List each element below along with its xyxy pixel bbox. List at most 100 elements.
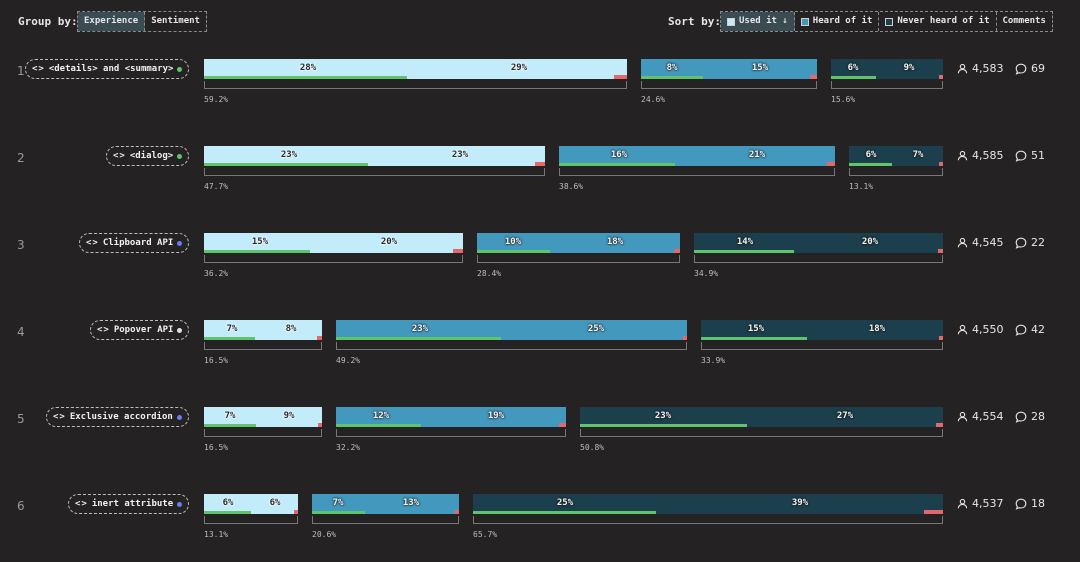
bar-never[interactable]: 25% 39% [473, 494, 943, 514]
feature-pill[interactable]: <> Clipboard API [79, 233, 190, 253]
feature-pill[interactable]: <> Popover API [90, 320, 190, 340]
segment-label: 29% [510, 63, 528, 73]
bar-never[interactable]: 6% 7% [849, 146, 943, 166]
bar-used[interactable]: 7% 8% [204, 320, 322, 340]
segment-label: 25% [587, 324, 605, 334]
status-dot-icon [177, 240, 183, 246]
positive-sentiment-bar [204, 163, 368, 166]
negative-sentiment-bar [318, 423, 322, 427]
comments-count[interactable]: 28 [1015, 410, 1045, 423]
sort-comments-button[interactable]: Comments [997, 12, 1052, 31]
sort-heard-label: Heard of it [812, 16, 873, 26]
bar-used[interactable]: 7% 9% [204, 407, 322, 427]
feature-row: 4 <> Popover API 7% 8% 16.5% 23% 25% 49.2% 15% 18%… [0, 320, 1080, 380]
segment-label: 19% [487, 411, 505, 421]
comments-value: 51 [1031, 149, 1045, 162]
feature-row: 5 <> Exclusive accordion 7% 9% 16.5% 12% 19% 32.… [0, 407, 1080, 467]
total-bracket [204, 429, 322, 437]
positive-sentiment-bar [580, 424, 747, 427]
feature-row: 2 <> <dialog> 23% 23% 47.7% 16% 21% 38.6% 6% 7% 13.… [0, 146, 1080, 206]
respondents-value: 4,550 [972, 323, 1004, 336]
positive-sentiment-bar [473, 511, 656, 514]
total-label: 49.2% [336, 356, 361, 365]
segment-label: 13% [402, 498, 420, 508]
bar-never[interactable]: 14% 20% [694, 233, 943, 253]
bar-never[interactable]: 15% 18% [701, 320, 943, 340]
comments-count[interactable]: 22 [1015, 236, 1045, 249]
segment-label: 23% [451, 150, 469, 160]
respondents-count: 4,583 [957, 62, 1004, 75]
feature-name: Exclusive accordion [69, 412, 173, 422]
positive-sentiment-bar [312, 511, 365, 514]
negative-sentiment-bar [559, 423, 566, 427]
segment-label: 20% [861, 237, 879, 247]
negative-sentiment-bar [453, 249, 463, 253]
bar-used[interactable]: 6% 6% [204, 494, 298, 514]
bar-never[interactable]: 23% 27% [580, 407, 943, 427]
bar-used[interactable]: 23% 23% [204, 146, 545, 166]
segment-label: 10% [504, 237, 522, 247]
group-experience-button[interactable]: Experience [78, 12, 146, 31]
negative-sentiment-bar [939, 336, 943, 340]
status-dot-icon [176, 414, 182, 420]
bar-used[interactable]: 28% 29% [204, 59, 627, 79]
total-bracket [849, 168, 943, 176]
code-icon: <> [32, 64, 45, 74]
segment-label: 6% [865, 150, 877, 160]
segment-label: 14% [736, 237, 754, 247]
bar-used[interactable]: 15% 20% [204, 233, 463, 253]
comments-count[interactable]: 51 [1015, 149, 1045, 162]
bar-heard[interactable]: 10% 18% [477, 233, 680, 253]
bar-heard[interactable]: 16% 21% [559, 146, 835, 166]
respondents-value: 4,537 [972, 497, 1004, 510]
total-label: 16.5% [204, 356, 229, 365]
user-icon [957, 63, 968, 74]
feature-pill[interactable]: <> inert attribute [68, 494, 190, 514]
never-swatch-icon [885, 17, 894, 26]
bar-never[interactable]: 6% 9% [831, 59, 943, 79]
feature-pill[interactable]: <> <details> and <summary> [25, 59, 190, 79]
feature-pill[interactable]: <> <dialog> [106, 146, 190, 166]
comments-value: 69 [1031, 62, 1045, 75]
sort-by-toggle[interactable]: Used it ↓ Heard of it Never heard of it … [720, 11, 1053, 32]
comments-count[interactable]: 42 [1015, 323, 1045, 336]
respondents-value: 4,583 [972, 62, 1004, 75]
negative-sentiment-bar [936, 423, 943, 427]
comments-count[interactable]: 18 [1015, 497, 1045, 510]
comment-icon [1015, 150, 1027, 162]
positive-sentiment-bar [559, 163, 675, 166]
negative-sentiment-bar [939, 162, 943, 166]
negative-sentiment-bar [455, 510, 459, 514]
segment-label: 8% [666, 63, 678, 73]
sort-never-label: Never heard of it [897, 16, 990, 26]
bar-heard[interactable]: 8% 15% [641, 59, 817, 79]
positive-sentiment-bar [694, 250, 794, 253]
bar-heard[interactable]: 7% 13% [312, 494, 459, 514]
total-bracket [204, 81, 627, 89]
segment-label: 12% [372, 411, 390, 421]
negative-sentiment-bar [938, 249, 943, 253]
code-icon: <> [113, 151, 126, 161]
sort-never-button[interactable]: Never heard of it [879, 12, 997, 31]
code-icon: <> [75, 499, 88, 509]
segment-label: 16% [610, 150, 628, 160]
comments-value: 18 [1031, 497, 1045, 510]
group-by-toggle[interactable]: Experience Sentiment [77, 11, 207, 32]
bar-heard[interactable]: 23% 25% [336, 320, 687, 340]
total-bracket [312, 516, 459, 524]
sort-heard-button[interactable]: Heard of it [795, 12, 880, 31]
feature-row: 6 <> inert attribute 6% 6% 13.1% 7% 13% 20.6% 25%… [0, 494, 1080, 554]
sort-used-button[interactable]: Used it ↓ [721, 12, 795, 31]
status-dot-icon [177, 66, 183, 72]
total-bracket [204, 342, 322, 350]
negative-sentiment-bar [810, 75, 817, 79]
segment-label: 15% [751, 63, 769, 73]
total-bracket [204, 516, 298, 524]
group-sentiment-button[interactable]: Sentiment [151, 16, 200, 26]
feature-pill[interactable]: <> Exclusive accordion [46, 407, 189, 427]
comments-count[interactable]: 69 [1015, 62, 1045, 75]
total-bracket [204, 255, 463, 263]
comments-value: 28 [1031, 410, 1045, 423]
bar-heard[interactable]: 12% 19% [336, 407, 566, 427]
status-dot-icon [177, 327, 183, 333]
